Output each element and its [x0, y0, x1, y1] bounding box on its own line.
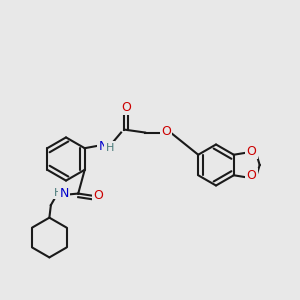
Text: H: H — [106, 142, 114, 152]
Text: N: N — [98, 140, 108, 152]
Text: O: O — [247, 169, 256, 182]
Text: O: O — [247, 145, 256, 158]
Text: O: O — [94, 189, 103, 202]
Text: O: O — [122, 100, 131, 113]
Text: O: O — [161, 124, 171, 137]
Text: N: N — [59, 187, 69, 200]
Text: H: H — [54, 188, 63, 198]
